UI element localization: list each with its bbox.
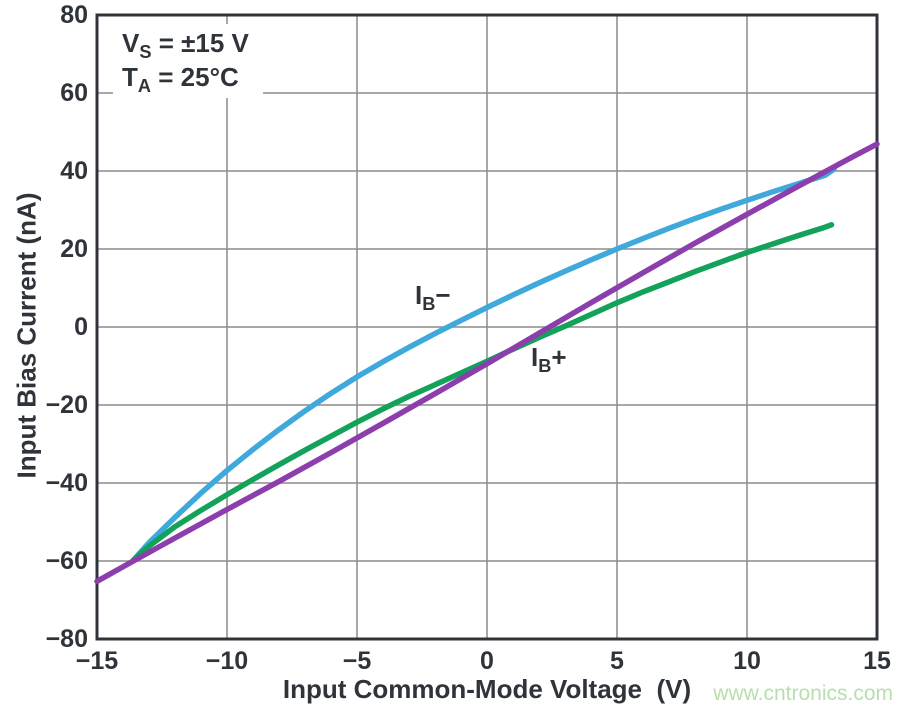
- conditions-annotation: VS = ±15 V TA = 25°C: [113, 24, 263, 98]
- x-tick-label: −5: [342, 647, 372, 675]
- y-tick-label: −40: [45, 469, 88, 497]
- series-curve-IB+: [130, 222, 835, 563]
- x-tick-label: 10: [733, 647, 761, 675]
- x-axis-title: Input Common-Mode Voltage (V): [282, 674, 692, 704]
- curve-label-ib-minus: IB−: [415, 280, 451, 315]
- y-tick-label: −60: [45, 547, 88, 575]
- x-tick-label: 15: [863, 647, 891, 675]
- y-tick-label: 0: [74, 313, 88, 341]
- y-tick-label: 80: [60, 1, 88, 29]
- series-curve-IB−: [130, 166, 837, 563]
- temperature-condition: TA = 25°C: [122, 62, 239, 97]
- y-tick-label: −80: [45, 625, 88, 653]
- x-tick-label: 5: [610, 647, 624, 675]
- y-tick-label: 60: [60, 79, 88, 107]
- axes-frame: [95, 13, 879, 641]
- x-tick-label: 0: [480, 647, 494, 675]
- y-tick-label: −20: [45, 391, 88, 419]
- watermark: www.cntronics.com: [713, 682, 893, 705]
- x-tick-label: −15: [75, 647, 119, 675]
- curve-label-ib-plus: IB+: [531, 342, 567, 377]
- y-tick-label: 40: [60, 157, 88, 185]
- x-tick-label: −10: [205, 647, 249, 675]
- series-curve-unlabeled: [94, 141, 880, 585]
- supply-voltage-condition: VS = ±15 V: [122, 28, 249, 63]
- y-tick-label: 20: [60, 235, 88, 263]
